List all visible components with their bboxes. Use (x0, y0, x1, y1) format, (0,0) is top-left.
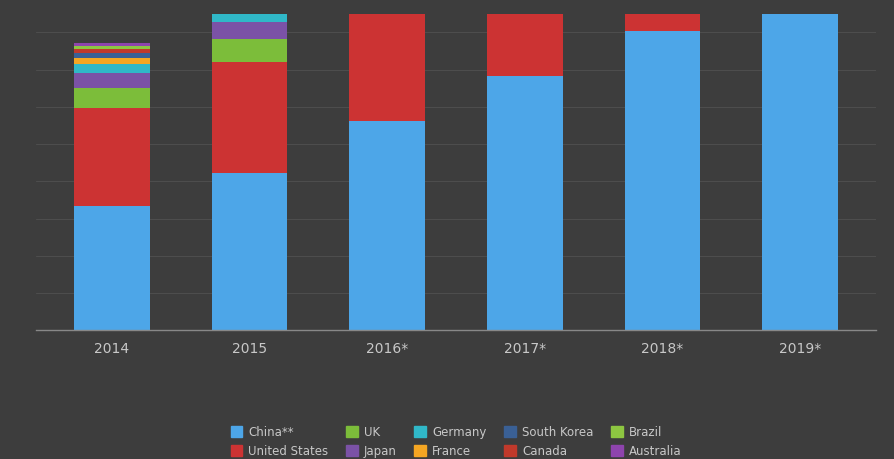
Bar (74, 58, 149, 64)
Bar (74, 43, 149, 46)
Bar (74, 53, 149, 58)
Bar (74, 206, 149, 330)
Bar (625, 31, 700, 330)
Bar (350, 0, 425, 1)
Bar (74, 89, 149, 108)
Bar (212, 6, 287, 12)
Bar (212, 12, 287, 22)
Bar (487, 0, 562, 76)
Bar (74, 73, 149, 89)
Bar (212, 62, 287, 173)
Bar (74, 108, 149, 206)
Bar (212, 22, 287, 39)
Bar (763, 0, 838, 330)
Bar (74, 46, 149, 49)
Legend: China**, United States, UK, Japan, Germany, France, South Korea, Canada, Brazil,: China**, United States, UK, Japan, Germa… (231, 425, 681, 458)
Bar (74, 49, 149, 53)
Bar (625, 0, 700, 31)
Bar (487, 76, 562, 330)
Bar (74, 64, 149, 73)
Bar (212, 0, 287, 6)
Bar (350, 121, 425, 330)
Bar (350, 1, 425, 121)
Bar (212, 39, 287, 62)
Bar (212, 173, 287, 330)
